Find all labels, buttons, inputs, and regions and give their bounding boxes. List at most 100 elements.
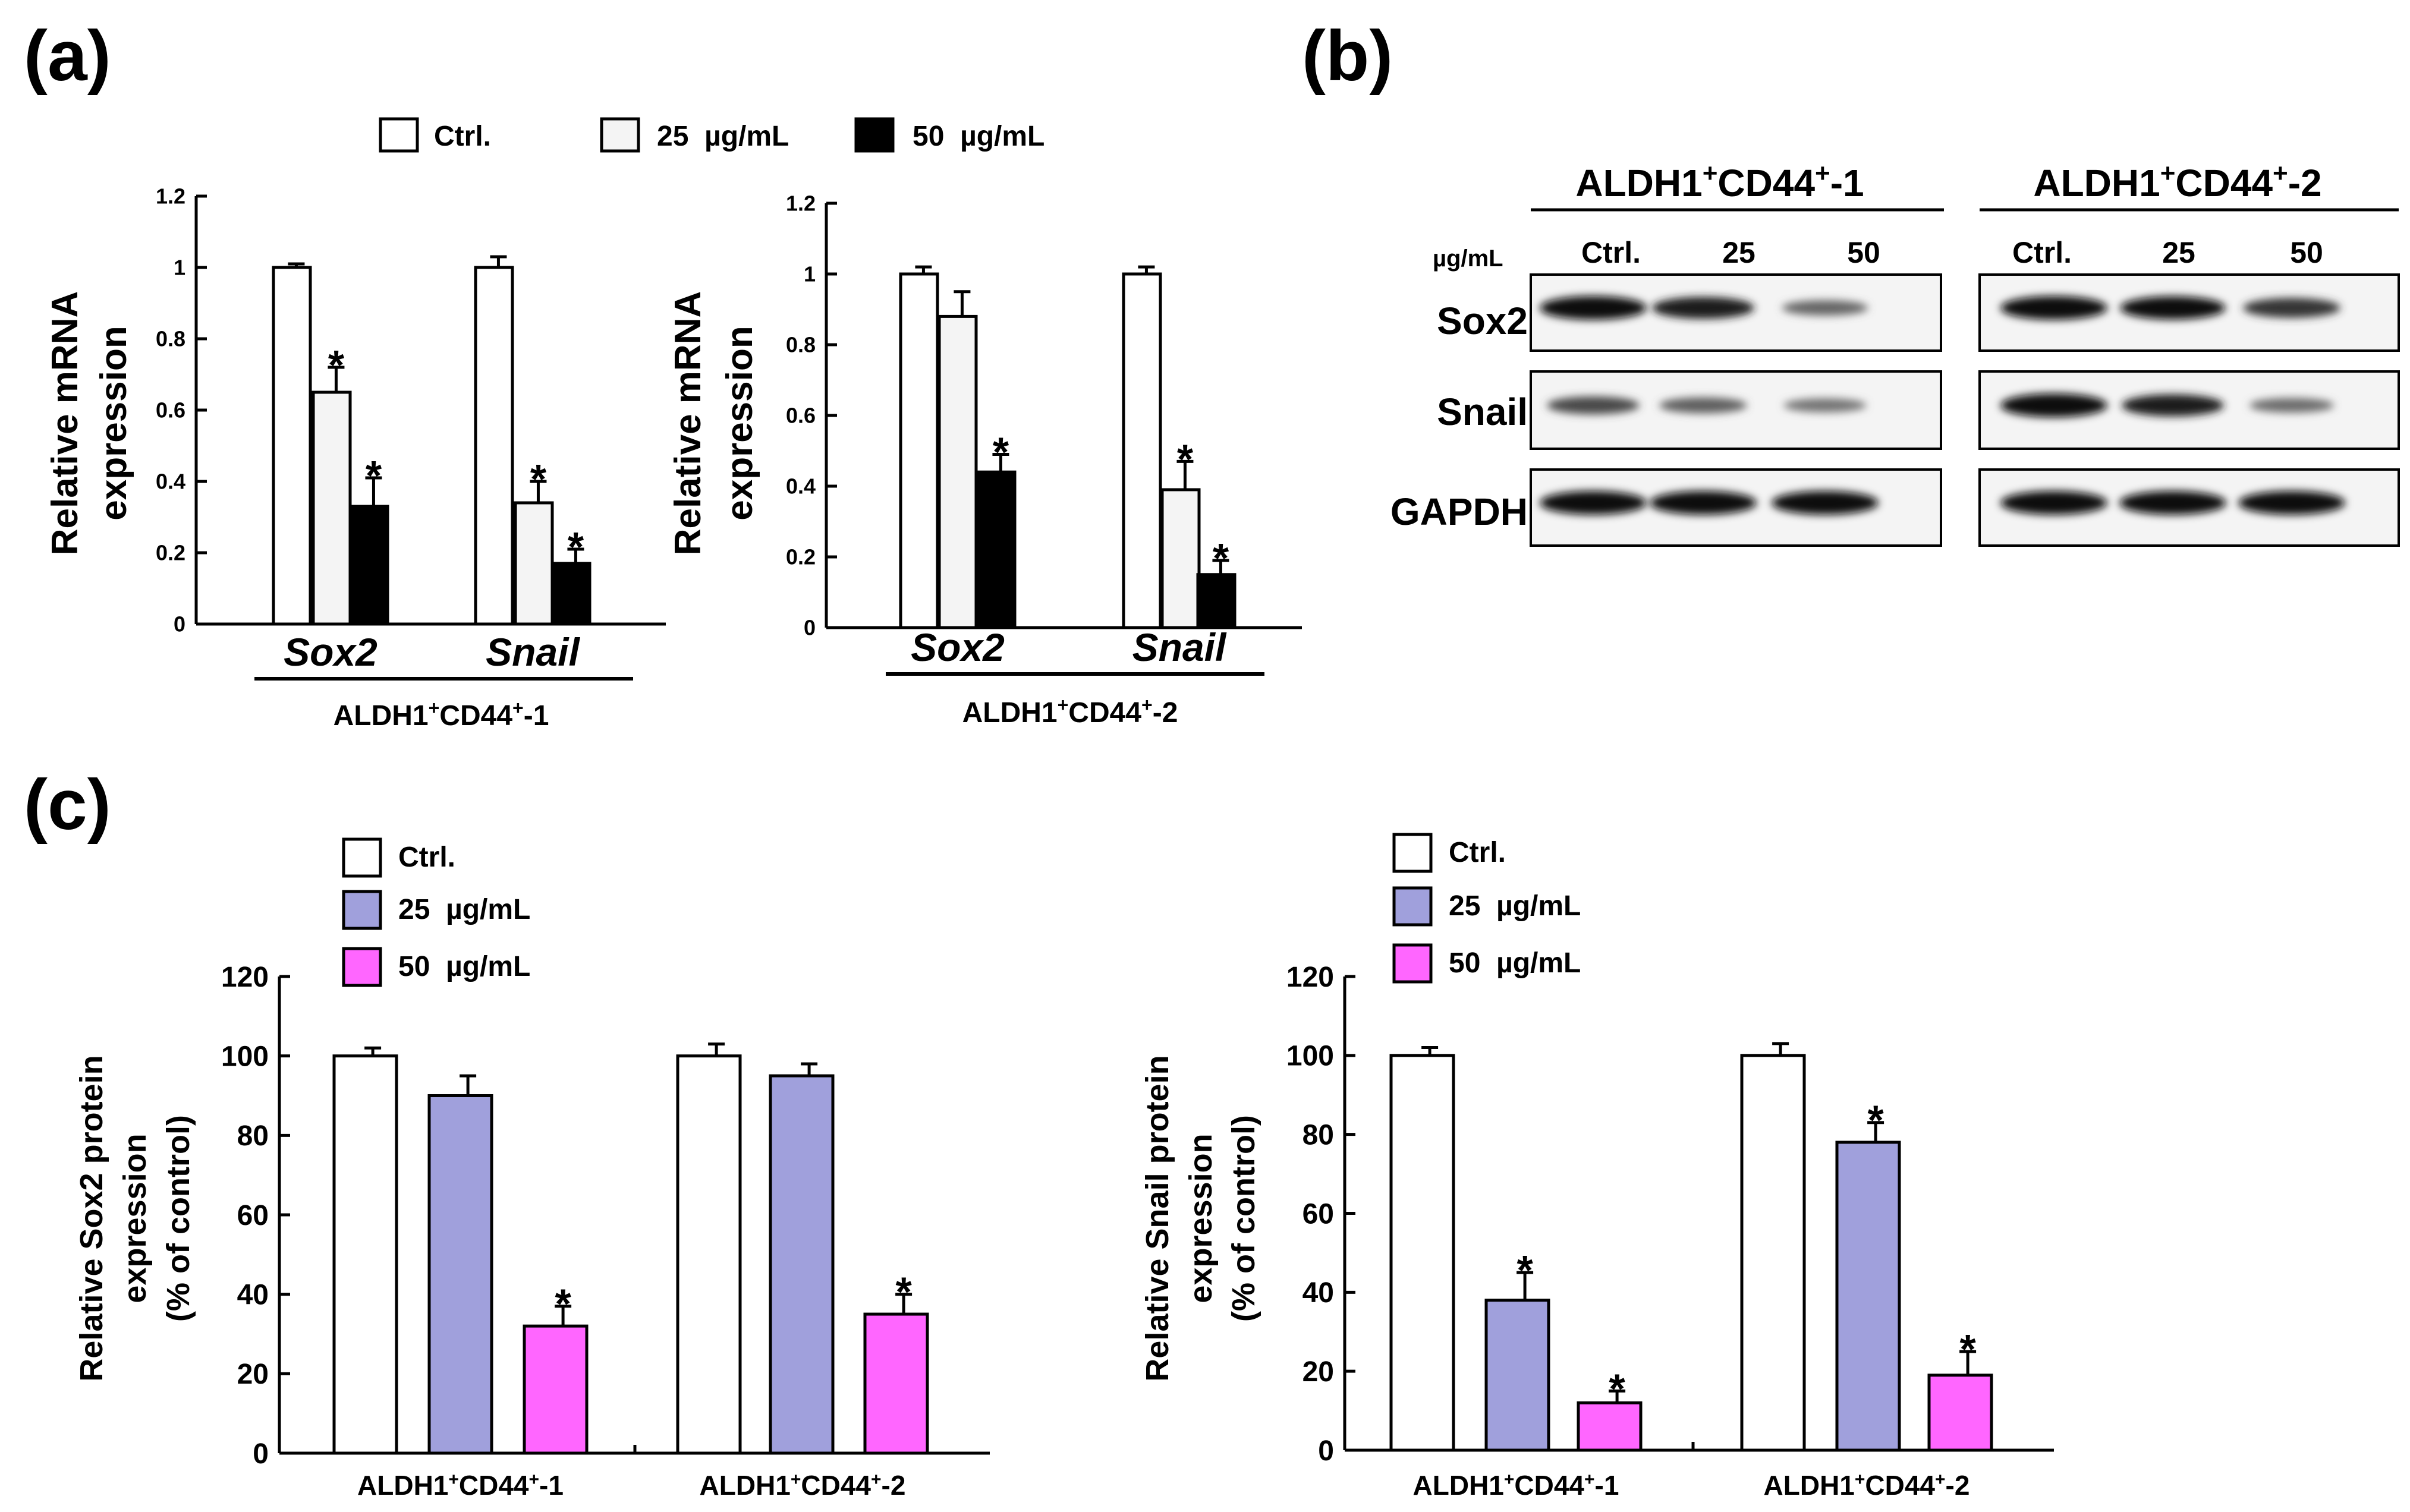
significance-star: *: [530, 456, 547, 502]
category-label: ALDH1+CD44+-1: [1413, 1470, 1619, 1501]
y-tick-label: 0.2: [786, 545, 816, 569]
blot-bands: [1530, 273, 2400, 547]
blot-band: [2120, 296, 2226, 320]
bar: [312, 390, 352, 626]
blot-band: [1547, 396, 1640, 415]
legend-swatch-25: [1392, 886, 1433, 927]
blot-lane-label-ctrl-1: Ctrl.: [1581, 236, 1641, 269]
significance-star: *: [1517, 1247, 1533, 1293]
panel-a-left-ylabel-line2: expression: [93, 326, 134, 520]
bar: [427, 1094, 493, 1455]
bar: [1577, 1401, 1643, 1452]
blot-band: [2249, 398, 2335, 413]
superscript: +: [1584, 1470, 1595, 1489]
blot-band: [2000, 296, 2107, 320]
blot-band: [1783, 398, 1867, 412]
bar: [332, 1054, 398, 1455]
category-label: Snail: [486, 630, 580, 674]
y-tick-label: 120: [1286, 962, 1334, 993]
legend-swatch-25: [600, 117, 640, 153]
significance-star: *: [328, 342, 345, 388]
blot-row-label-snail: Snail: [1437, 390, 1528, 433]
bar: [1484, 1299, 1550, 1452]
legend-label-50: 50 µg/mL: [398, 951, 530, 982]
bar: [1122, 272, 1162, 629]
blot-band: [1652, 297, 1754, 319]
blot-band: [1540, 491, 1647, 515]
panel-label-a: (a): [24, 16, 111, 96]
significance-star: *: [993, 429, 1009, 475]
blot-lane-label-25-1: 25: [1722, 236, 1755, 269]
legend-label-ctrl: Ctrl.: [398, 842, 455, 873]
significance-star: *: [1177, 436, 1194, 482]
blot-band: [2243, 298, 2340, 318]
label-part: CD44: [459, 1470, 529, 1501]
legend-swatch-25: [342, 890, 382, 930]
bar: [769, 1074, 835, 1455]
blot-lane-label-50-1: 50: [1847, 236, 1880, 269]
y-tick-label: 0.6: [156, 398, 185, 423]
superscript: +: [1935, 1470, 1946, 1489]
bar: [676, 1054, 742, 1455]
legend-label-25: 25 µg/mL: [657, 121, 789, 152]
superscript: +: [529, 1470, 540, 1489]
panel-c-right-ylabel-line3: (% of control): [1226, 1115, 1261, 1322]
y-tick-label: 0: [1318, 1435, 1334, 1467]
bar: [1740, 1054, 1806, 1452]
panel-label-b: (b): [1302, 16, 1393, 96]
y-tick-label: 40: [237, 1279, 269, 1311]
blot-band: [1772, 491, 1879, 515]
panel-c-left-legend: Ctrl. 25 µg/mL 50 µg/mL: [342, 837, 530, 987]
blot-lane-label-ctrl-2: Ctrl.: [2012, 236, 2072, 269]
category-label: ALDH1+CD44+-1: [357, 1470, 564, 1501]
western-blot: ALDH1+CD44+-1 ALDH1+CD44+-2 µg/mL Ctrl. …: [1390, 159, 2400, 547]
bar: [937, 314, 978, 629]
category-label: ALDH1+CD44+-2: [700, 1470, 906, 1501]
panel-c-right-ylabel-line1: Relative Snail protein: [1140, 1055, 1175, 1381]
blot-band: [2000, 491, 2107, 515]
significance-star: *: [1609, 1365, 1625, 1412]
bar: [1927, 1374, 1993, 1452]
blot-band: [1659, 397, 1747, 414]
y-tick-label: 100: [221, 1041, 269, 1072]
blot-band: [1540, 296, 1647, 320]
chart-mrna-group-1: 0 0.2 0.4 0.6 0.8 1 1.2 * * * * Sox2 Snail: [156, 184, 666, 674]
y-tick-label: 0.4: [786, 474, 816, 499]
legend-label-25: 25 µg/mL: [1449, 890, 1581, 922]
label-part: CD44: [1865, 1470, 1935, 1501]
legend-swatch-50: [854, 117, 895, 153]
category-label: Sox2: [911, 625, 1005, 669]
legend-label-50: 50 µg/mL: [1449, 947, 1581, 979]
legend-swatch-ctrl: [1392, 833, 1433, 873]
superscript: +: [448, 1470, 459, 1489]
y-tick-label: 80: [1302, 1119, 1334, 1151]
y-tick-label: 0.6: [786, 404, 816, 428]
y-tick-label: 0.8: [156, 327, 185, 351]
blot-band: [2122, 394, 2224, 417]
chart-mrna-group-2: 0 0.2 0.4 0.6 0.8 1 1.2 * * * Sox2 Snail: [786, 191, 1302, 669]
significance-star: *: [568, 524, 584, 570]
blot-band: [1782, 300, 1868, 316]
blot-lane-label-50-2: 50: [2290, 236, 2323, 269]
panel-c-left-ylabel-line3: (% of control): [161, 1115, 196, 1322]
y-tick-label: 120: [221, 962, 269, 993]
y-tick-label: 20: [1302, 1356, 1334, 1388]
significance-star: *: [895, 1269, 912, 1315]
group-label-a1: ALDH1+CD44+-1: [334, 697, 549, 732]
bar: [349, 505, 389, 626]
category-label: ALDH1+CD44+-2: [1764, 1470, 1970, 1501]
bar: [272, 266, 312, 626]
bar: [514, 501, 554, 626]
superscript: +: [871, 1470, 882, 1489]
y-tick-label: 0: [174, 612, 185, 637]
label-part: ALDH1: [700, 1470, 791, 1501]
bar: [1389, 1054, 1455, 1452]
label-part: -2: [1946, 1470, 1970, 1501]
legend-label-25: 25 µg/mL: [398, 894, 530, 925]
label-part: -2: [882, 1470, 906, 1501]
significance-star: *: [366, 452, 382, 499]
superscript: +: [791, 1470, 801, 1489]
blot-row-label-sox2: Sox2: [1437, 300, 1528, 342]
panel-label-c: (c): [24, 765, 111, 845]
legend-label-ctrl: Ctrl.: [434, 121, 491, 152]
